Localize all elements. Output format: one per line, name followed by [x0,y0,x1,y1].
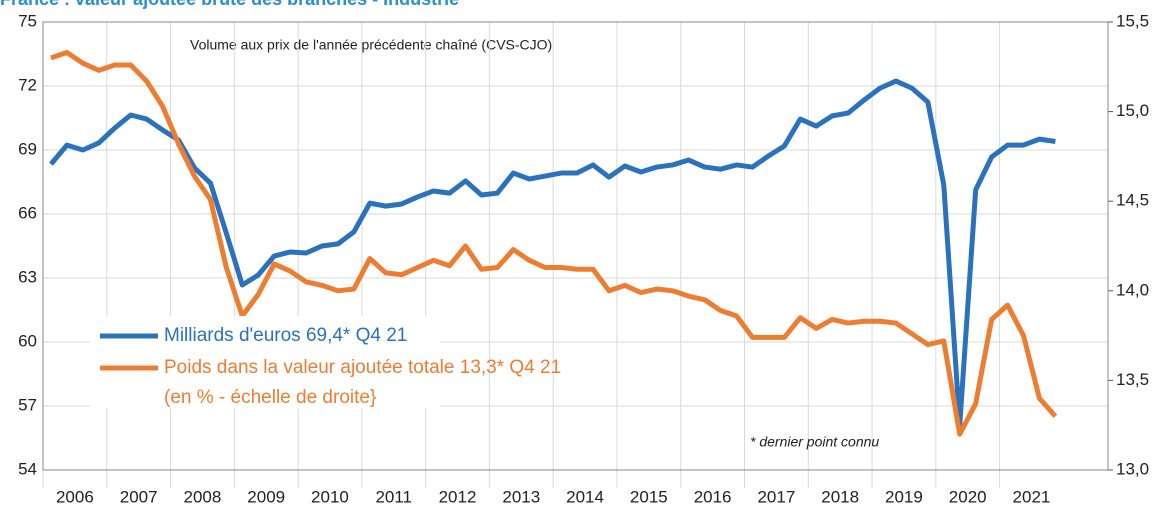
y2-tick-label: 13,5 [1116,370,1149,389]
series-line [49,78,1056,428]
x-tick-label: 2015 [630,487,668,506]
y2-tick-label: 14,0 [1116,280,1149,299]
plot-frame [42,21,1109,471]
x-tick-label: 2019 [885,487,923,506]
x-tick-label: 2016 [694,487,732,506]
x-tick-label: 2009 [247,487,285,506]
x-tick-label: 2007 [120,487,158,506]
y-tick-label: 75 [18,11,37,30]
legend-note: (en % - échelle de droite} [164,387,376,408]
y-tick-label: 66 [18,203,37,222]
x-tick-label: 2020 [949,487,987,506]
x-tick-label: 2018 [821,487,859,506]
legend-label: Milliards d'euros 69,4* Q4 21 [164,325,407,346]
x-tick-label: 2006 [56,487,94,506]
y-tick-label: 54 [18,459,37,478]
y-tick-label: 60 [18,331,37,350]
y2-tick-label: 15,0 [1116,101,1149,120]
subtitle: Volume aux prix de l'année précédente ch… [190,37,552,53]
x-tick-label: 2011 [375,487,412,506]
y2-tick-label: 14,5 [1116,191,1149,210]
legend-box [90,316,440,408]
legend-label: Poids dans la valeur ajoutée totale 13,3… [164,357,561,378]
x-tick-label: 2014 [566,487,604,506]
y-tick-label: 69 [18,139,37,158]
chart-title: France : valeur ajoutée brute des branch… [0,0,459,9]
x-tick-label: 2010 [311,487,349,506]
x-tick-label: 2012 [439,487,477,506]
annotation: * dernier point connu [750,434,879,450]
x-tick-label: 2017 [757,487,795,506]
series-line [50,49,1058,437]
y-tick-label: 72 [18,75,37,94]
y-tick-label: 57 [18,395,37,414]
x-tick-label: 2008 [184,487,222,506]
y-tick-label: 63 [18,267,37,286]
y2-tick-label: 13,0 [1116,459,1149,478]
x-tick-label: 2021 [1013,487,1051,506]
y2-tick-label: 15,5 [1116,11,1149,30]
x-tick-label: 2013 [502,487,540,506]
